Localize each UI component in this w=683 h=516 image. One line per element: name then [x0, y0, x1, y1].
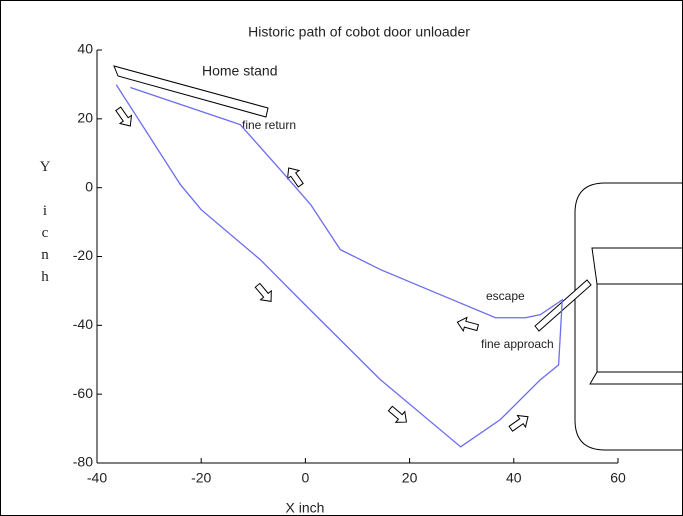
x-tick-label: -40 — [87, 470, 107, 486]
x-tick-label: -20 — [191, 470, 211, 486]
chart-title: Historic path of cobot door unloader — [248, 24, 470, 40]
annotation: fine approach — [481, 337, 554, 351]
path-line — [115, 84, 563, 448]
y-tick-label: -40 — [73, 316, 93, 332]
annotation: escape — [486, 289, 525, 303]
y-tick-label: -60 — [73, 385, 93, 401]
y-tick-label: -80 — [73, 454, 93, 470]
y-tick-label: 20 — [77, 110, 93, 126]
x-tick-label: 60 — [610, 470, 626, 486]
y-tick-label: -20 — [73, 247, 93, 263]
door — [534, 182, 683, 451]
x-tick-label: 0 — [302, 470, 310, 486]
y-tick-label: 40 — [77, 41, 93, 57]
y-tick-label: 0 — [85, 178, 93, 194]
x-axis-label: X inch — [286, 500, 325, 516]
annotation: Home stand — [202, 63, 277, 79]
x-tick-label: 40 — [506, 470, 522, 486]
annotation: fine return — [242, 118, 296, 132]
home-stand — [113, 65, 269, 118]
x-tick-label: 20 — [402, 470, 418, 486]
